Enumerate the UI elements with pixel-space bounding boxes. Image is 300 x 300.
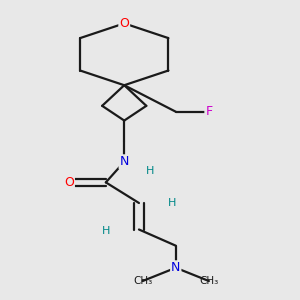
Text: H: H — [168, 198, 176, 208]
Text: H: H — [146, 166, 154, 176]
Text: F: F — [205, 105, 212, 118]
Text: CH₃: CH₃ — [133, 276, 152, 286]
Text: N: N — [119, 155, 129, 168]
Text: H: H — [102, 226, 110, 236]
Text: O: O — [119, 17, 129, 30]
Text: N: N — [171, 261, 181, 274]
Text: O: O — [64, 176, 74, 189]
Text: CH₃: CH₃ — [199, 276, 218, 286]
